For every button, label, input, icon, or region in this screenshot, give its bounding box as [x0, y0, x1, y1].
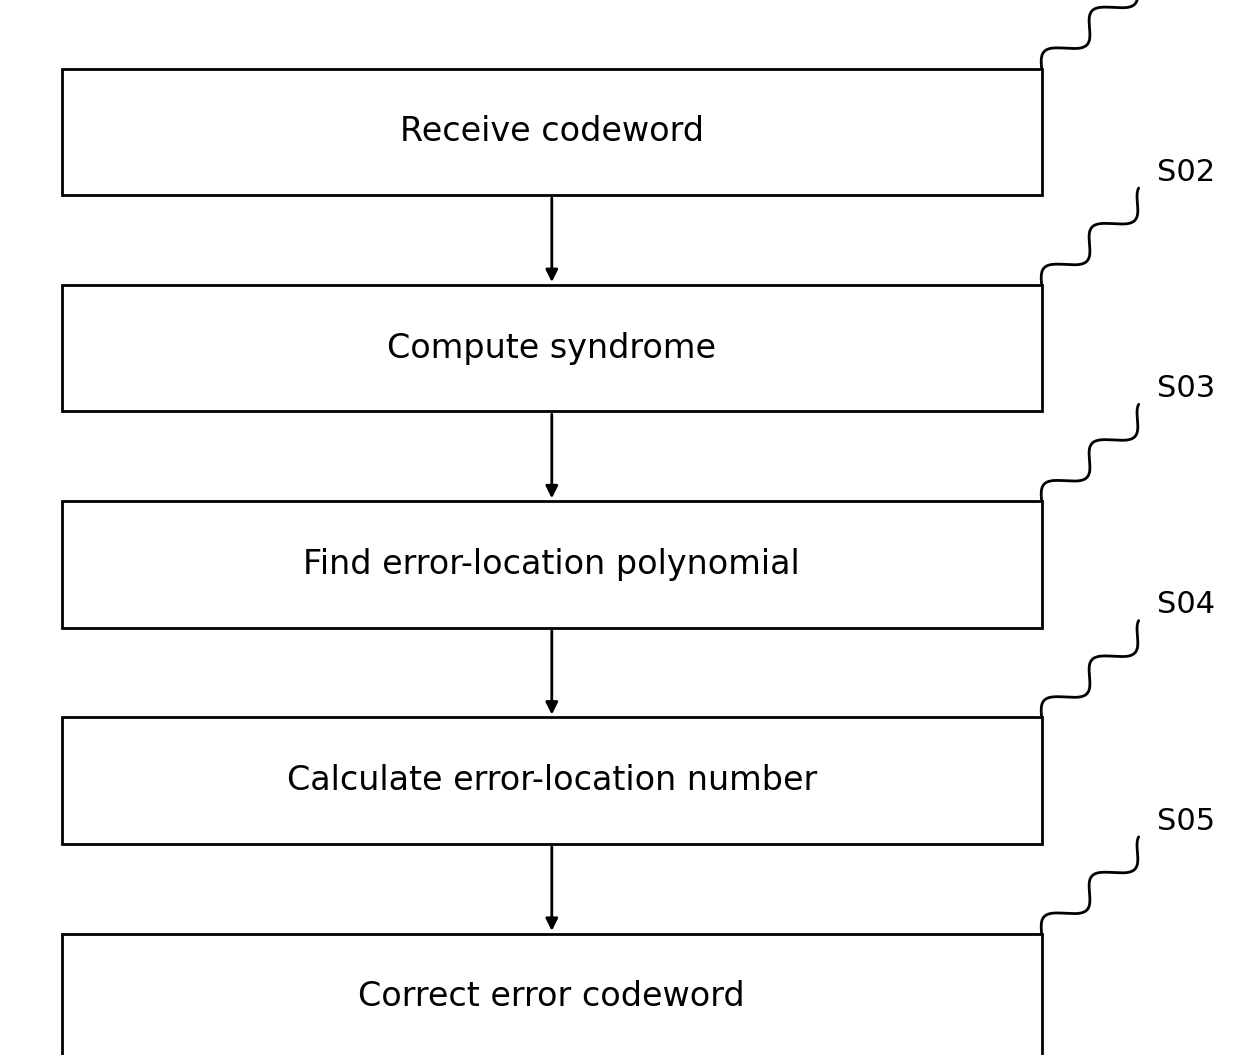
Text: S05: S05	[1157, 807, 1215, 836]
Text: S02: S02	[1157, 158, 1215, 187]
FancyBboxPatch shape	[62, 501, 1042, 628]
Text: Correct error codeword: Correct error codeword	[358, 980, 745, 1014]
FancyBboxPatch shape	[62, 285, 1042, 411]
FancyBboxPatch shape	[62, 69, 1042, 195]
Text: S04: S04	[1157, 591, 1215, 619]
Text: Calculate error-location number: Calculate error-location number	[286, 764, 817, 798]
Text: Receive codeword: Receive codeword	[399, 115, 704, 149]
FancyBboxPatch shape	[62, 934, 1042, 1055]
Text: S03: S03	[1157, 375, 1215, 403]
Text: Find error-location polynomial: Find error-location polynomial	[304, 548, 800, 581]
Text: Compute syndrome: Compute syndrome	[387, 331, 717, 365]
FancyBboxPatch shape	[62, 717, 1042, 844]
